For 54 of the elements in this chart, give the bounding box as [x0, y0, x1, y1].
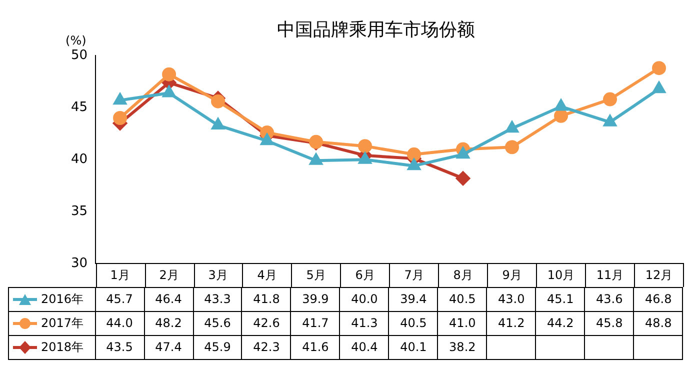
data-label: 42.6: [242, 312, 292, 335]
x-tick-label: 3月: [208, 268, 228, 282]
y-tick-label: 40: [70, 152, 88, 167]
data-label: 47.4: [144, 336, 194, 359]
data-label: 46.8: [634, 288, 684, 311]
data-label: 43.5: [96, 336, 145, 359]
y-tick-label: 45: [70, 100, 88, 115]
x-tick-label: 8月: [453, 268, 473, 282]
data-label: 45.1: [536, 288, 586, 311]
data-label: 43.3: [194, 288, 242, 311]
data-label: 41.0: [438, 312, 488, 335]
x-tick-label: 9月: [502, 268, 522, 282]
data-label: 43.0: [487, 288, 536, 311]
x-tick-label: 7月: [404, 268, 424, 282]
x-tick-label: 2月: [159, 268, 179, 282]
data-label: 41.7: [291, 312, 340, 335]
y-tick-label: 50: [70, 48, 88, 63]
y-axis-title: (%): [66, 34, 86, 48]
data-label: 41.8: [242, 288, 292, 311]
legend-label: 2016年: [41, 290, 84, 308]
x-tick-label: 5月: [306, 268, 326, 282]
y-tick-label: 35: [70, 204, 88, 219]
data-label: 41.2: [487, 312, 536, 335]
data-label: 39.9: [291, 288, 340, 311]
data-label: 40.5: [438, 288, 488, 311]
data-label: 44.0: [96, 312, 145, 335]
data-label: 41.6: [291, 336, 340, 359]
x-tick-label: 4月: [257, 268, 277, 282]
data-label: 41.3: [340, 312, 390, 335]
data-label: 42.3: [242, 336, 292, 359]
data-label: 45.7: [96, 288, 145, 311]
legend-label: 2018年: [41, 338, 84, 356]
data-label: 40.1: [389, 336, 438, 359]
data-label: 38.2: [438, 336, 488, 359]
data-label: 40.4: [340, 336, 390, 359]
data-label: 44.2: [536, 312, 586, 335]
data-label: 45.8: [585, 312, 634, 335]
x-tick-label: 1月: [110, 268, 130, 282]
x-tick-label: 10月: [547, 268, 575, 282]
data-label: 48.2: [144, 312, 194, 335]
legend-label: 2017年: [41, 314, 84, 332]
x-tick-label: 11月: [596, 268, 624, 282]
x-tick-label: 6月: [355, 268, 375, 282]
y-tick-label: 30: [70, 256, 88, 271]
x-tick-label: 12月: [645, 268, 673, 282]
data-label: 46.4: [144, 288, 194, 311]
data-label: 48.8: [634, 312, 684, 335]
data-label: 40.0: [340, 288, 390, 311]
data-label: 45.6: [194, 312, 242, 335]
data-label: 43.6: [585, 288, 634, 311]
data-label: 40.5: [389, 312, 438, 335]
data-label: 45.9: [194, 336, 242, 359]
data-label: 39.4: [389, 288, 438, 311]
chart-title: 中国品牌乘用车市场份额: [277, 19, 475, 40]
